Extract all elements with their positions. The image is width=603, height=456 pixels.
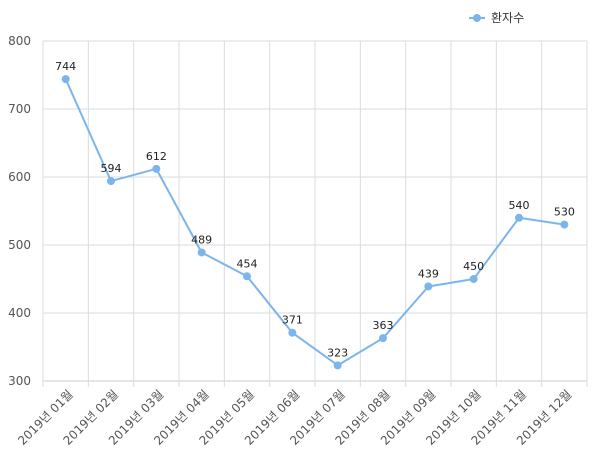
data-label: 371	[282, 314, 303, 327]
data-label: 450	[463, 260, 484, 273]
data-label: 530	[554, 206, 575, 219]
data-label: 540	[509, 199, 530, 212]
data-label: 454	[237, 257, 258, 270]
y-tick-label: 300	[8, 374, 31, 388]
data-label: 363	[373, 319, 394, 332]
data-point[interactable]	[243, 272, 251, 281]
data-point[interactable]	[515, 213, 523, 222]
x-gridlines	[42, 41, 588, 387]
data-point[interactable]	[288, 328, 297, 337]
data-point[interactable]	[333, 361, 342, 370]
legend-label: 환자수	[491, 11, 524, 25]
data-label: 489	[191, 233, 212, 246]
y-tick-label: 700	[8, 102, 31, 116]
data-point[interactable]	[197, 248, 206, 257]
data-point[interactable]	[152, 164, 161, 173]
y-tick-label: 600	[8, 170, 31, 184]
data-point[interactable]	[61, 75, 70, 84]
data-label: 439	[418, 267, 439, 280]
data-label: 612	[146, 150, 167, 163]
series-layer	[61, 75, 569, 370]
data-labels: 744 594 612 489 454 371 323 363 439 450 540 530	[55, 60, 575, 359]
legend-marker-icon	[473, 14, 481, 22]
series-line	[64, 78, 565, 367]
legend[interactable]: 환자수	[469, 11, 524, 25]
data-point[interactable]	[379, 334, 387, 343]
data-point[interactable]	[469, 275, 478, 283]
y-tick-label: 500	[8, 238, 31, 252]
data-label: 594	[101, 162, 122, 175]
data-label: 744	[55, 60, 76, 73]
data-label: 323	[327, 346, 348, 359]
y-tick-label: 400	[8, 306, 31, 320]
data-point[interactable]	[107, 177, 115, 186]
data-point[interactable]	[560, 220, 569, 229]
y-tick-label: 800	[8, 34, 31, 48]
data-point[interactable]	[424, 282, 433, 291]
y-axis-tick-labels: 300 400 500 600 700 800	[8, 34, 31, 388]
